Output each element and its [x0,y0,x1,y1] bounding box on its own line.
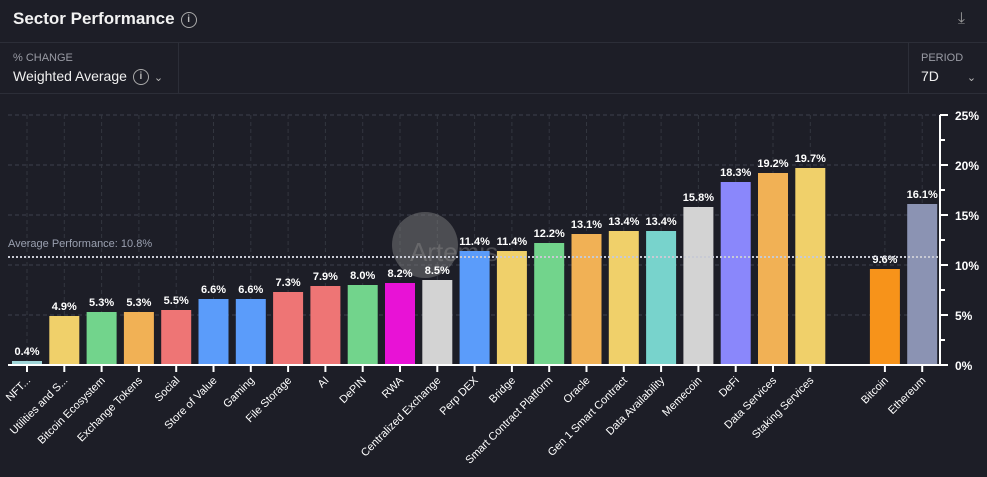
data-label: 7.9% [313,271,338,283]
period-label: PERIOD [921,52,964,64]
data-label: 6.6% [238,284,263,296]
bar [86,312,117,365]
x-tick-label: Memecoin [660,375,704,419]
watermark-logo [392,212,458,278]
y-tick-label: 10% [955,259,979,273]
data-label: 9.6% [872,254,897,266]
data-label: 5.5% [164,295,189,307]
bar [869,269,900,365]
x-tick-label: Oracle [561,375,592,406]
data-label: 5.3% [89,297,114,309]
bar [161,310,192,365]
x-tick-label: AI [316,375,332,391]
x-tick-label: Exchange Tokens [75,374,145,444]
bar [310,286,341,365]
data-label: 8.0% [350,270,375,282]
bar [422,280,453,365]
bar [683,207,714,365]
data-label: 13.1% [571,219,602,231]
bar [795,168,826,365]
data-label: 13.4% [608,216,639,228]
data-label: 12.2% [534,228,565,240]
data-label: 19.7% [795,153,826,165]
period-value: 7D [921,68,939,84]
data-label: 11.4% [497,236,528,248]
data-label: 18.3% [720,167,751,179]
title-text: Sector Performance [13,9,175,28]
controls-bar: % CHANGE Weighted Average i ⌄ PERIOD 7D ⌄ [0,43,987,94]
data-label: 13.4% [645,216,676,228]
period-selector[interactable]: PERIOD 7D ⌄ [908,43,987,93]
x-tick-label: Bitcoin Ecosystem [36,375,108,447]
bar [720,182,751,365]
bar [273,292,304,365]
chevron-down-icon: ⌄ [153,72,164,84]
bar [123,312,154,365]
bar [571,234,602,365]
bar [496,251,527,365]
bar [235,299,266,365]
data-label: 5.3% [126,297,151,309]
data-label: 6.6% [201,284,226,296]
data-label: 11.4% [459,236,490,248]
bar [198,299,229,365]
chart-title: Sector Performance i [13,9,197,29]
y-tick-label: 15% [955,209,979,223]
data-label: 19.2% [757,158,788,170]
y-tick-label: 20% [955,159,979,173]
data-label: 15.8% [683,192,714,204]
x-tick-label: Gaming [221,375,257,411]
data-label: 4.9% [52,301,77,313]
x-tick-label: DePIN [337,375,368,406]
change-label: % CHANGE [13,52,73,64]
change-value: Weighted Average [13,68,127,84]
info-icon[interactable]: i [180,11,197,28]
x-tick-label: NFT... [4,375,33,404]
bar [347,285,378,365]
data-label: 8.5% [425,265,450,277]
bar-chart: 0%5%10%15%20%25%Artemis0.4%NFT...4.9%Uti… [4,109,979,467]
data-label: 8.2% [387,268,412,280]
x-tick-label: Ethereum [886,375,928,417]
average-label: Average Performance: 10.8% [8,238,153,250]
change-selector[interactable]: % CHANGE Weighted Average i ⌄ [13,43,179,93]
bar [907,204,938,365]
chevron-down-icon: ⌄ [966,72,977,84]
y-tick-label: 5% [955,309,973,323]
bar [646,231,677,365]
download-icon[interactable]: ⤓ [957,10,965,27]
bar [12,361,42,365]
x-tick-label: Bridge [487,375,518,406]
bar [385,283,415,365]
x-tick-label: Bitcoin [859,375,891,407]
bar [459,251,490,365]
y-tick-label: 25% [955,109,979,123]
bar [608,231,639,365]
data-label: 16.1% [907,189,938,201]
x-tick-label: DeFi [717,375,742,400]
bar [758,173,788,365]
x-tick-label: RWA [380,374,407,401]
bar [49,316,80,365]
data-label: 7.3% [276,277,301,289]
info-icon[interactable]: i [132,69,149,86]
y-tick-label: 0% [955,359,973,373]
x-tick-label: Social [153,375,183,405]
header: Sector Performance i ⤓ [0,0,987,43]
x-tick-label: Perp DEX [438,374,482,418]
data-label: 0.4% [14,346,39,358]
bar [534,243,565,365]
